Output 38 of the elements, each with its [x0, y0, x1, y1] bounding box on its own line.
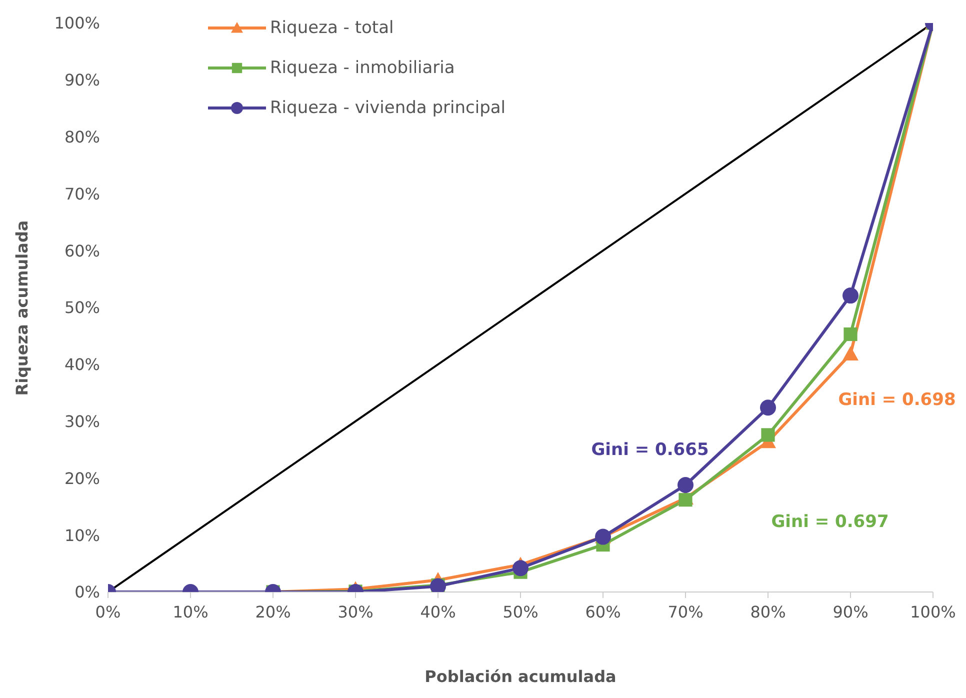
point: [678, 493, 692, 507]
y-tick-label: 80%: [64, 127, 100, 146]
annotation: Gini = 0.698: [838, 390, 956, 410]
legend-label: Riqueza - vivienda principal: [270, 98, 506, 118]
annotation: Gini = 0.697: [771, 512, 889, 532]
x-tick-label: 100%: [910, 602, 956, 622]
y-tick-label: 40%: [64, 355, 100, 374]
y-tick-label: 50%: [64, 298, 100, 318]
y-tick-label: 70%: [64, 184, 100, 204]
y-tick-label: 30%: [64, 412, 100, 431]
y-tick-label: 60%: [64, 241, 100, 260]
x-tick-label: 10%: [172, 602, 208, 622]
point: [844, 327, 858, 342]
y-tick-label: 0%: [74, 582, 100, 602]
point: [512, 560, 528, 576]
x-tick-label: 70%: [668, 602, 704, 622]
x-tick-label: 30%: [338, 602, 374, 622]
x-tick-label: 60%: [585, 602, 621, 622]
x-tick-label: 20%: [255, 602, 291, 622]
point: [678, 477, 694, 494]
x-tick-label: 90%: [832, 602, 868, 622]
x-axis-title: Población acumulada: [424, 667, 616, 686]
point: [842, 346, 858, 361]
y-tick-label: 20%: [64, 468, 100, 488]
x-tick-label: 80%: [750, 602, 786, 622]
y-tick-label: 90%: [64, 70, 100, 90]
y-axis-title: Riqueza acumulada: [12, 220, 32, 396]
annotation: Gini = 0.665: [591, 440, 709, 460]
y-tick-label: 10%: [64, 526, 100, 545]
x-tick-label: 40%: [420, 602, 456, 622]
y-tick-label: 100%: [54, 14, 100, 33]
point: [760, 400, 776, 416]
point: [842, 288, 858, 304]
x-tick-label: 0%: [95, 602, 121, 622]
point: [761, 428, 775, 442]
x-tick-label: 50%: [502, 602, 538, 622]
legend-label: Riqueza - inmobiliaria: [270, 58, 455, 78]
legend-label: Riqueza - total: [270, 18, 394, 38]
